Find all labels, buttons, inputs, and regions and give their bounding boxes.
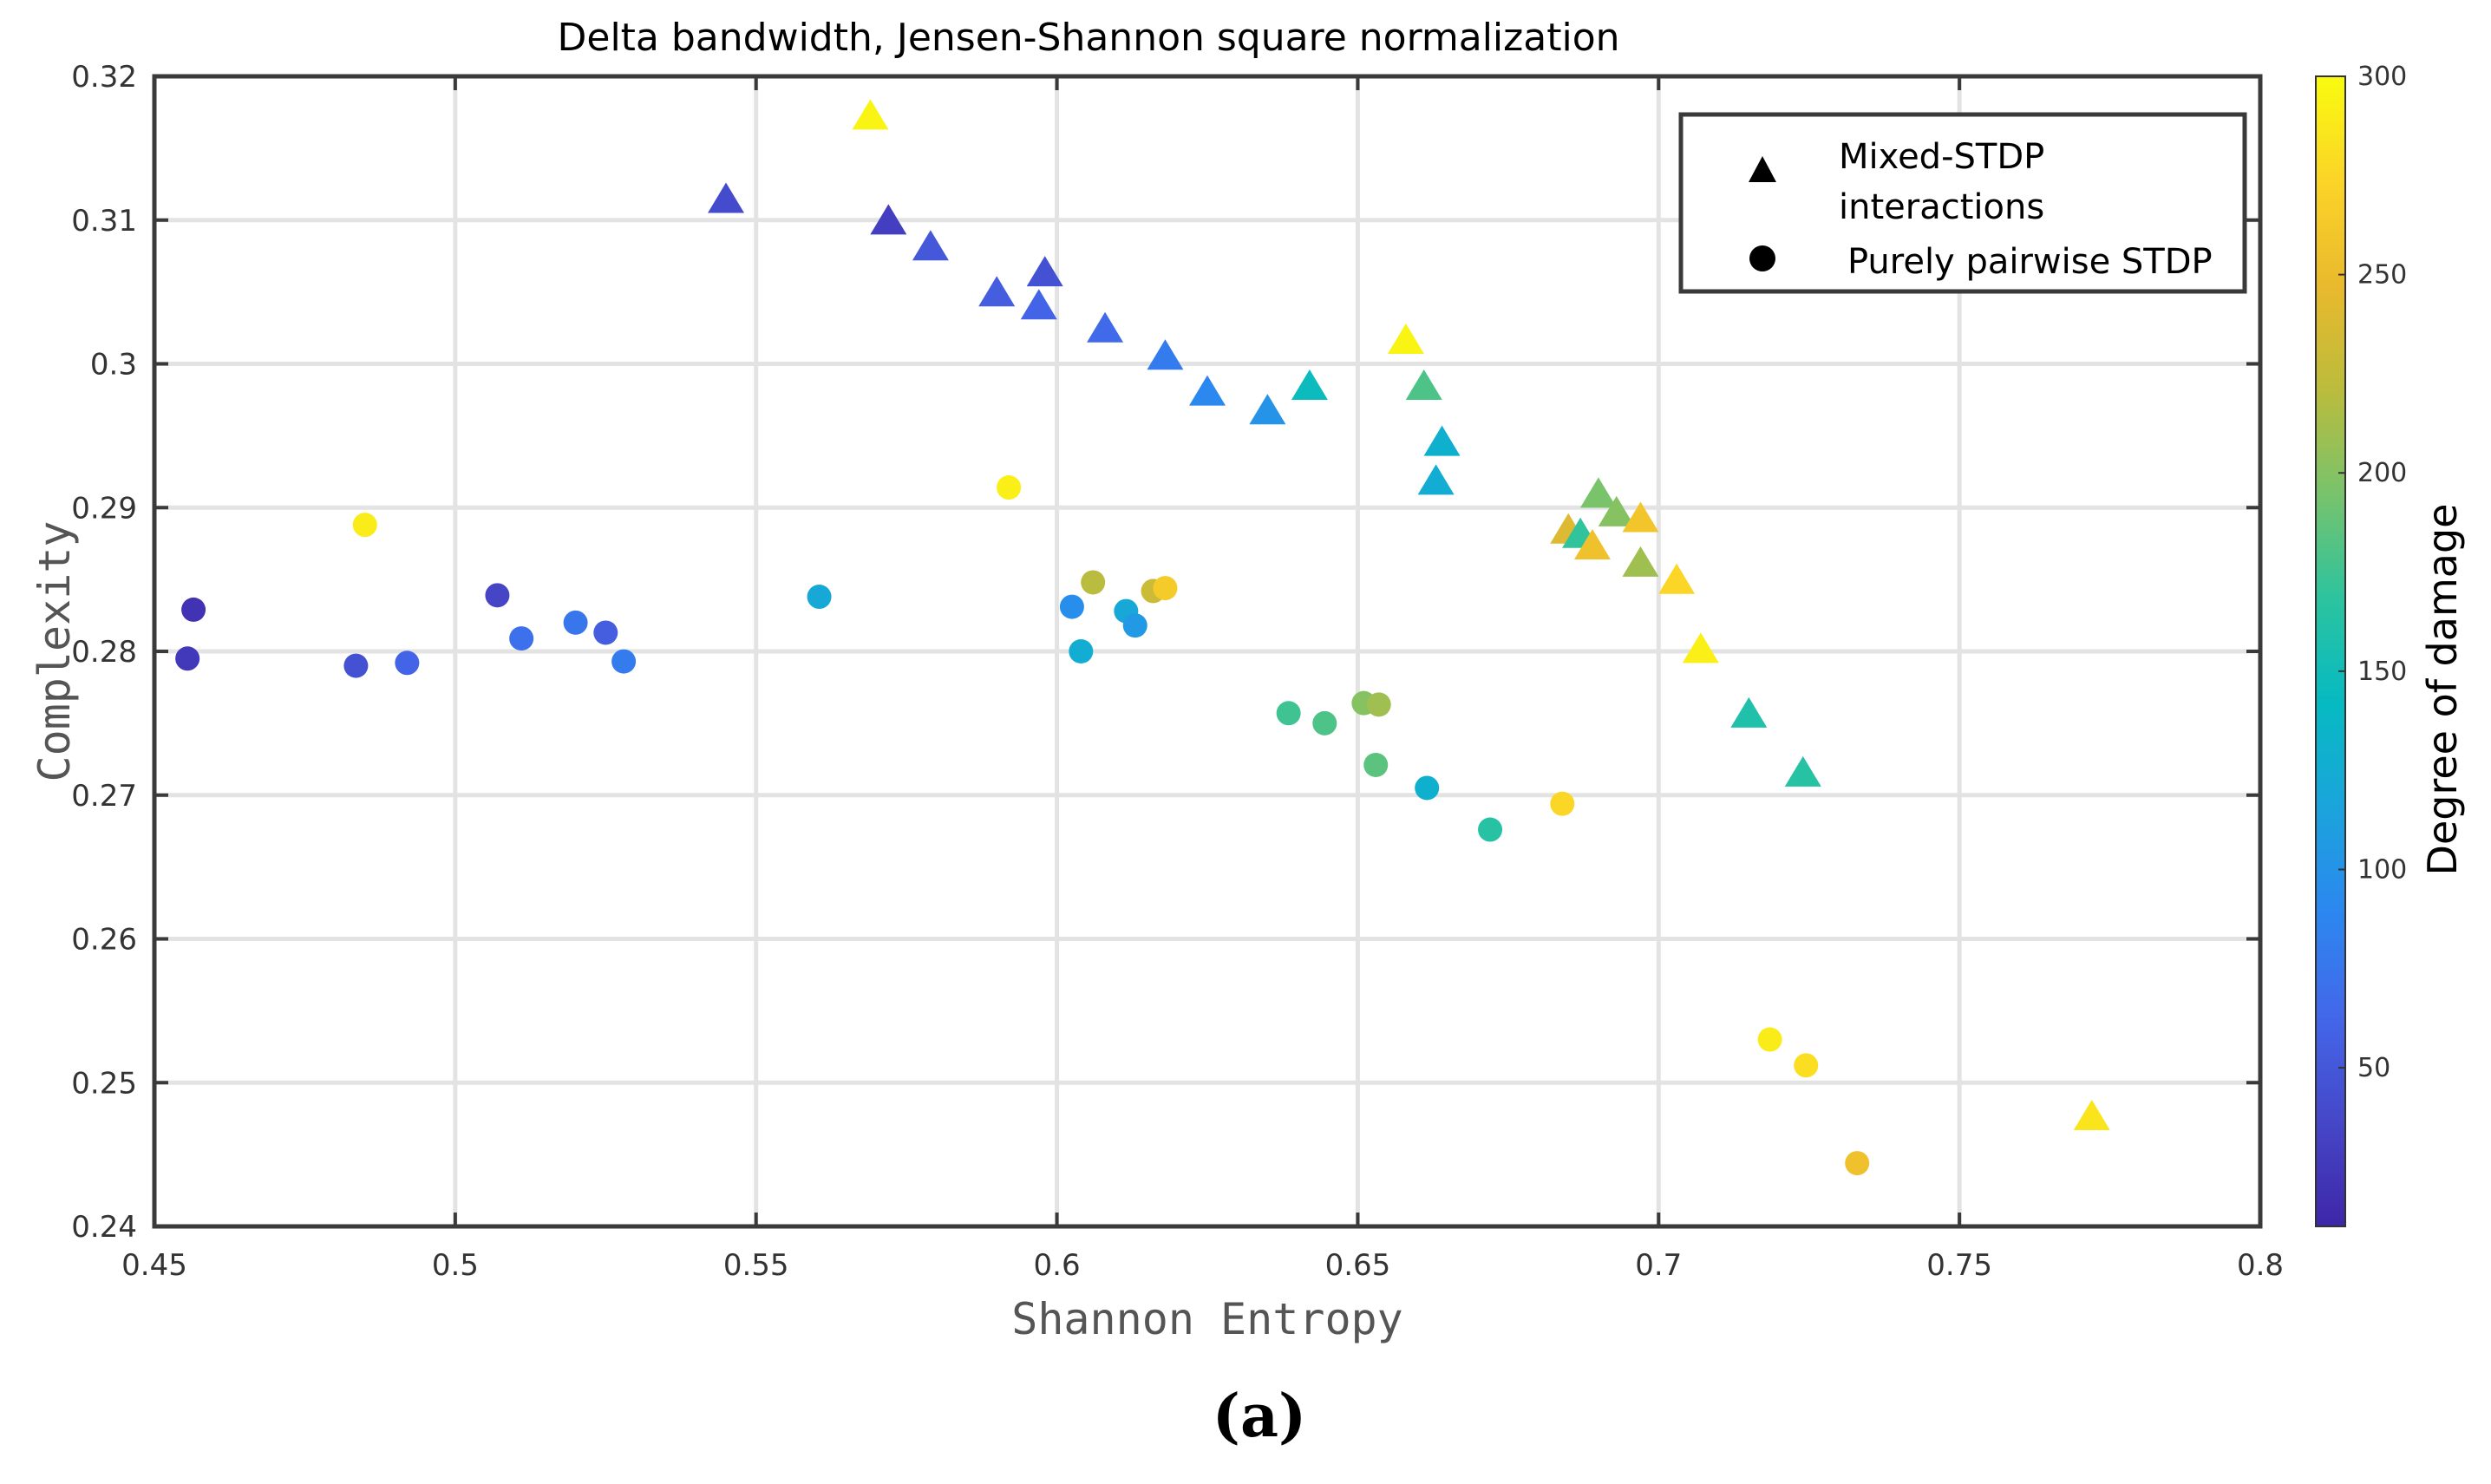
legend-label-mixed-line2: interactions <box>1839 187 2044 227</box>
circle-point <box>1550 791 1575 816</box>
triangle-point <box>1387 323 1424 354</box>
x-tick-label: 0.7 <box>1635 1248 1682 1283</box>
triangle-point <box>1730 696 1768 728</box>
y-tick-label: 0.27 <box>71 779 137 814</box>
y-tick-label: 0.31 <box>71 204 137 239</box>
legend: Mixed-STDP interactions Purely pairwise … <box>1678 112 2247 294</box>
colorbar-tick-label: 300 <box>2357 62 2407 92</box>
x-tick-label: 0.6 <box>1034 1248 1081 1283</box>
circle-point <box>1153 576 1178 601</box>
circle-point <box>1794 1053 1819 1078</box>
triangle-point <box>1682 632 1719 664</box>
legend-label-pairwise: Purely pairwise STDP <box>1847 242 2213 282</box>
triangle-point <box>1405 369 1442 401</box>
triangle-point <box>1291 369 1328 401</box>
triangle-point <box>1573 529 1611 560</box>
y-tick-label: 0.32 <box>71 60 137 95</box>
circle-point <box>343 653 369 678</box>
colorbar-gradient <box>2315 75 2346 1227</box>
colorbar-tick-label: 100 <box>2357 854 2407 885</box>
triangle-point <box>978 276 1016 307</box>
triangle-point <box>852 99 889 130</box>
triangle-point <box>1026 256 1063 287</box>
x-tick-label: 0.45 <box>121 1248 187 1283</box>
data-points <box>175 99 2110 1176</box>
y-tick-label: 0.26 <box>71 923 137 958</box>
x-tick-label: 0.75 <box>1926 1248 1992 1283</box>
chart-title: Delta bandwidth, Jensen-Shannon square n… <box>558 16 1620 60</box>
y-axis-title: Complexity <box>29 520 80 781</box>
circle-point <box>509 626 534 651</box>
circle-point <box>395 650 420 676</box>
circle-point <box>485 583 510 608</box>
colorbar-tick-label: 50 <box>2357 1053 2390 1083</box>
colorbar-tick-label: 200 <box>2357 458 2407 488</box>
circle-point <box>1069 639 1094 664</box>
triangle-point <box>1622 501 1659 533</box>
y-tick-label: 0.3 <box>90 348 137 382</box>
triangle-point <box>1423 425 1461 456</box>
y-axis-tick-labels: 0.24 0.25 0.26 0.27 0.28 0.29 0.3 0.31 0.32 <box>71 60 137 1245</box>
circle-point <box>1059 594 1084 619</box>
circle-point <box>1478 817 1503 842</box>
x-tick-label: 0.65 <box>1325 1248 1391 1283</box>
triangle-point <box>708 182 745 213</box>
x-axis-tick-labels: 0.45 0.5 0.55 0.6 0.65 0.7 0.75 0.8 <box>121 1248 2284 1283</box>
x-axis-title: Shannon Entropy <box>1011 1294 1403 1344</box>
y-tick-label: 0.28 <box>71 635 137 670</box>
x-tick-label: 0.8 <box>2237 1248 2284 1283</box>
y-tick-label: 0.24 <box>71 1210 137 1245</box>
circle-point <box>1363 752 1389 777</box>
circle-point <box>352 513 377 538</box>
legend-circle-marker <box>1749 245 1775 271</box>
panel-label: (a) <box>1213 1382 1306 1451</box>
circle-point <box>1366 692 1391 717</box>
colorbar-ticks: 50 100 150 200 250 300 <box>2338 62 2407 1083</box>
triangle-point <box>1147 339 1184 370</box>
circle-point <box>1845 1151 1870 1176</box>
triangle-point <box>1622 546 1659 577</box>
circle-point <box>1415 775 1440 801</box>
colorbar-tick-label: 150 <box>2357 657 2407 687</box>
triangle-point <box>2073 1100 2110 1131</box>
circle-point <box>611 649 637 674</box>
circle-point <box>1081 570 1106 595</box>
triangle-point <box>870 204 907 235</box>
circle-point <box>1312 710 1337 735</box>
triangle-point <box>1579 477 1617 508</box>
circle-point <box>181 597 206 622</box>
circle-point <box>1276 701 1301 726</box>
triangle-point <box>912 230 949 261</box>
y-tick-label: 0.29 <box>71 491 137 526</box>
x-tick-label: 0.5 <box>432 1248 479 1283</box>
circle-point <box>997 475 1022 500</box>
circle-point <box>807 585 832 610</box>
circle-point <box>1122 613 1147 638</box>
colorbar-tick-label: 250 <box>2357 260 2407 291</box>
triangle-point <box>1249 394 1286 425</box>
triangle-point <box>1417 464 1455 495</box>
circle-point <box>175 646 200 671</box>
legend-triangle-marker <box>1749 156 1776 182</box>
triangle-point <box>1658 563 1696 594</box>
x-tick-label: 0.55 <box>723 1248 789 1283</box>
legend-box <box>1678 112 2247 294</box>
triangle-point <box>1784 755 1821 787</box>
triangle-point <box>1189 375 1226 406</box>
triangle-point <box>1598 495 1635 526</box>
legend-label-mixed-line1: Mixed-STDP <box>1839 137 2044 177</box>
triangle-point <box>1087 311 1124 343</box>
colorbar: 50 100 150 200 250 300 Degree of damage <box>2315 62 2466 1227</box>
circle-point <box>1757 1027 1782 1052</box>
triangle-point <box>1020 289 1057 320</box>
y-tick-label: 0.25 <box>71 1066 137 1101</box>
circle-point <box>563 610 588 635</box>
colorbar-title: Degree of damage <box>2419 504 2466 876</box>
axis-ticks <box>153 75 2262 1228</box>
circle-point <box>593 620 618 645</box>
